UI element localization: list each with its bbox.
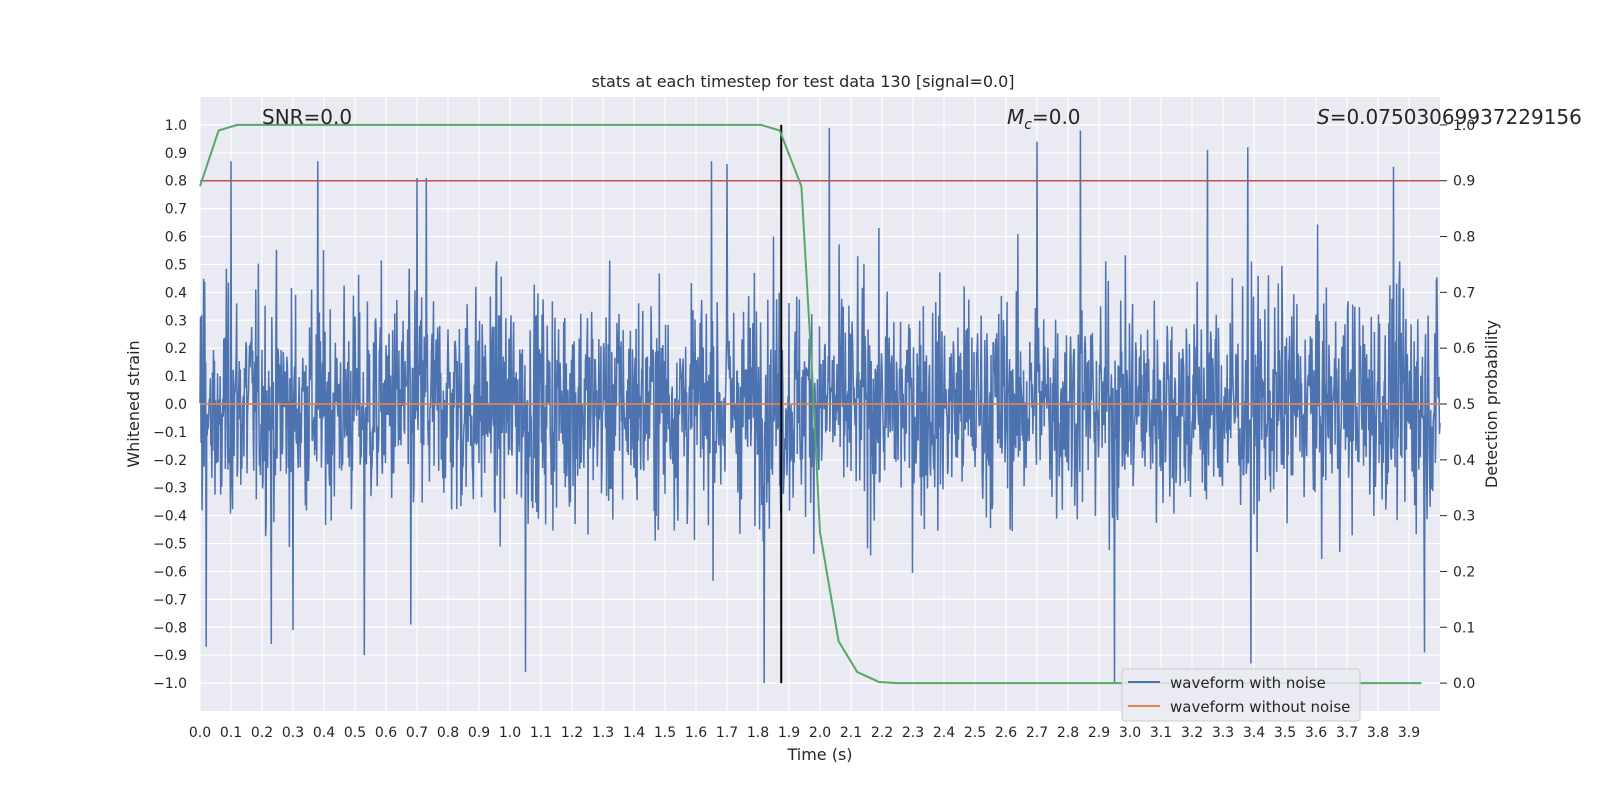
y2-axis-label: Detection probability xyxy=(1482,320,1501,488)
x-tick-label: 2.8 xyxy=(1057,725,1079,741)
y-tick-label: 0.7 xyxy=(165,202,187,218)
s-annotation: S=0.07503069937229156 xyxy=(1317,105,1582,129)
y2-tick-label: 0.6 xyxy=(1453,341,1475,357)
y-tick-label: −0.6 xyxy=(153,564,187,580)
x-ticks: 0.0 0.1 0.2 0.3 0.4 0.5 0.6 0.7 0.8 0.9 1.0 1.1 1.2 1… xyxy=(189,725,1420,741)
x-axis-label: Time (s) xyxy=(786,745,852,764)
y-tick-label: −0.7 xyxy=(153,592,187,608)
x-tick-label: 0.9 xyxy=(468,725,490,741)
y-tick-label: 0.6 xyxy=(165,230,187,246)
y-ticks: 1.0 0.9 0.8 0.7 0.6 0.5 0.4 0.3 0.2 0.1 0.0 −0.1 −0.… xyxy=(153,118,187,692)
y2-tick-label: 0.5 xyxy=(1453,397,1475,413)
y2-tick-label: 1.0 xyxy=(1453,118,1475,134)
legend-box xyxy=(1121,668,1361,722)
x-tick-label: 2.7 xyxy=(1026,725,1048,741)
x-tick-label: 3.8 xyxy=(1367,725,1389,741)
legend: waveform with noise waveform without noi… xyxy=(1121,668,1361,722)
y2-tick-label: 0.2 xyxy=(1453,564,1475,580)
x-tick-label: 2.6 xyxy=(995,725,1017,741)
y2-ticks: 1.0 0.9 0.8 0.7 0.6 0.5 0.4 0.3 0.2 0.1 0.0 xyxy=(1440,118,1475,692)
x-tick-label: 1.3 xyxy=(592,725,614,741)
s-symbol: S xyxy=(1317,105,1330,129)
x-tick-label: 2.3 xyxy=(902,725,924,741)
y-tick-label: 0.4 xyxy=(165,285,187,301)
x-tick-label: 0.3 xyxy=(282,725,304,741)
x-tick-label: 0.2 xyxy=(251,725,273,741)
x-tick-label: 1.8 xyxy=(747,725,769,741)
y-tick-label: 0.1 xyxy=(165,369,187,385)
y2-tick-label: 0.8 xyxy=(1453,230,1475,246)
y-tick-label: −0.3 xyxy=(153,481,187,497)
x-tick-label: 3.9 xyxy=(1398,725,1420,741)
y-tick-label: 0.5 xyxy=(165,257,187,273)
x-tick-label: 3.3 xyxy=(1212,725,1234,741)
x-tick-label: 1.6 xyxy=(685,725,707,741)
y-tick-label: 0.0 xyxy=(165,397,187,413)
x-tick-label: 0.5 xyxy=(344,725,366,741)
y-tick-label: 0.3 xyxy=(165,313,187,329)
x-tick-label: 1.7 xyxy=(716,725,738,741)
y2-tick-label: 0.0 xyxy=(1453,676,1475,692)
y2-tick-label: 0.7 xyxy=(1453,285,1475,301)
series-detection-probability xyxy=(199,123,1422,685)
x-tick-label: 0.1 xyxy=(220,725,242,741)
x-tick-label: 0.6 xyxy=(375,725,397,741)
y-tick-label: −0.2 xyxy=(153,453,187,469)
y-tick-label: 0.9 xyxy=(165,146,187,162)
x-tick-label: 3.6 xyxy=(1305,725,1327,741)
y-tick-label: −0.8 xyxy=(153,620,187,636)
x-tick-label: 3.2 xyxy=(1181,725,1203,741)
x-tick-label: 3.1 xyxy=(1150,725,1172,741)
y-tick-label: 0.2 xyxy=(165,341,187,357)
y-tick-label: −0.5 xyxy=(153,537,187,553)
x-tick-label: 1.2 xyxy=(561,725,583,741)
y2-tick-label: 0.1 xyxy=(1453,620,1475,636)
x-tick-label: 2.5 xyxy=(964,725,986,741)
x-tick-label: 2.0 xyxy=(809,725,831,741)
series-waveform-with-noise xyxy=(199,127,1441,684)
x-tick-label: 1.1 xyxy=(530,725,552,741)
y-axis-label: Whitened strain xyxy=(124,340,143,467)
snr-annotation: SNR=0.0 xyxy=(262,105,352,129)
legend-label-with-noise: waveform with noise xyxy=(1170,674,1326,692)
x-tick-label: 1.0 xyxy=(499,725,521,741)
y-tick-label: 1.0 xyxy=(165,118,187,134)
s-value: =0.07503069937229156 xyxy=(1330,105,1582,129)
y-tick-label: −0.9 xyxy=(153,648,187,664)
x-tick-label: 2.4 xyxy=(933,725,955,741)
x-tick-label: 0.0 xyxy=(189,725,211,741)
x-tick-label: 3.4 xyxy=(1243,725,1265,741)
y2-tick-label: 0.4 xyxy=(1453,453,1475,469)
y2-tick-label: 0.3 xyxy=(1453,509,1475,525)
x-tick-label: 1.5 xyxy=(654,725,676,741)
x-tick-label: 2.9 xyxy=(1088,725,1110,741)
y2-tick-label: 0.9 xyxy=(1453,174,1475,190)
y-tick-label: −0.1 xyxy=(153,425,187,441)
legend-label-without-noise: waveform without noise xyxy=(1170,698,1350,716)
chart-title: stats at each timestep for test data 130… xyxy=(591,72,1014,91)
mc-symbol: M xyxy=(1007,105,1024,129)
y-tick-label: −0.4 xyxy=(153,509,187,525)
y-tick-label: 0.8 xyxy=(165,174,187,190)
x-tick-label: 1.9 xyxy=(778,725,800,741)
x-tick-label: 0.8 xyxy=(437,725,459,741)
mc-annotation: Mc=0.0 xyxy=(1007,105,1081,133)
x-tick-label: 3.0 xyxy=(1119,725,1141,741)
x-tick-label: 2.2 xyxy=(871,725,893,741)
x-tick-label: 0.4 xyxy=(313,725,335,741)
mc-subscript: c xyxy=(1024,117,1032,133)
x-tick-label: 1.4 xyxy=(623,725,645,741)
x-tick-label: 2.1 xyxy=(840,725,862,741)
y-tick-label: −1.0 xyxy=(153,676,187,692)
mc-value: =0.0 xyxy=(1032,105,1081,129)
x-tick-label: 0.7 xyxy=(406,725,428,741)
series-layer xyxy=(199,123,1441,685)
x-tick-label: 3.5 xyxy=(1274,725,1296,741)
x-tick-label: 3.7 xyxy=(1336,725,1358,741)
